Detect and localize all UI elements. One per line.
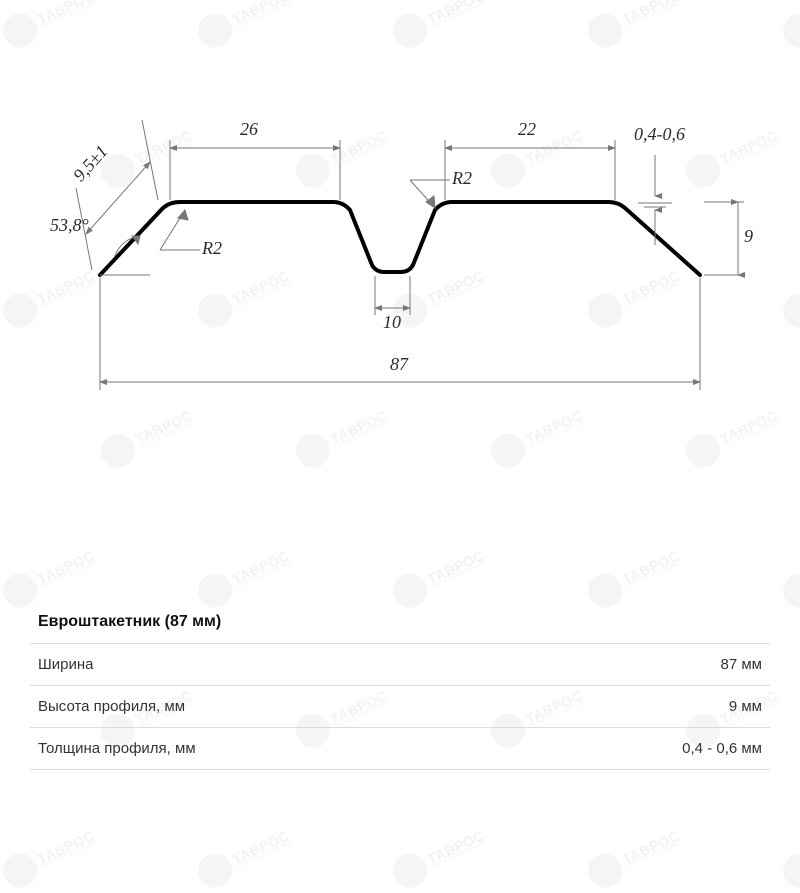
dim-label-22: 22 <box>518 119 536 140</box>
table-row: Высота профиля, мм 9 мм <box>30 686 770 728</box>
spec-label: Толщина профиля, мм <box>38 740 196 757</box>
dim-label-r2-left: R2 <box>202 238 222 259</box>
dim-label-angle: 53,8° <box>50 215 89 236</box>
dim-label-height: 9 <box>744 226 753 247</box>
dim-label-26: 26 <box>240 119 258 140</box>
dim-label-r2-center: R2 <box>452 168 472 189</box>
dim-label-overall: 87 <box>390 354 408 375</box>
spec-label: Ширина <box>38 656 93 673</box>
spec-table: Евроштакетник (87 мм) Ширина 87 мм Высот… <box>30 603 770 770</box>
table-row: Толщина профиля, мм 0,4 - 0,6 мм <box>30 728 770 770</box>
profile-diagram: 26 22 0,4-0,6 9,5±1 53,8° R2 R2 10 9 87 <box>40 60 760 420</box>
spec-value: 0,4 - 0,6 мм <box>682 740 762 757</box>
dimension-lines <box>76 120 744 390</box>
dim-label-valley: 10 <box>383 312 401 333</box>
spec-value: 87 мм <box>721 656 762 673</box>
profile-path <box>100 202 700 275</box>
dim-label-thickness: 0,4-0,6 <box>634 124 685 145</box>
table-row: Ширина 87 мм <box>30 644 770 686</box>
table-title: Евроштакетник (87 мм) <box>30 603 770 644</box>
spec-label: Высота профиля, мм <box>38 698 185 715</box>
spec-value: 9 мм <box>729 698 762 715</box>
